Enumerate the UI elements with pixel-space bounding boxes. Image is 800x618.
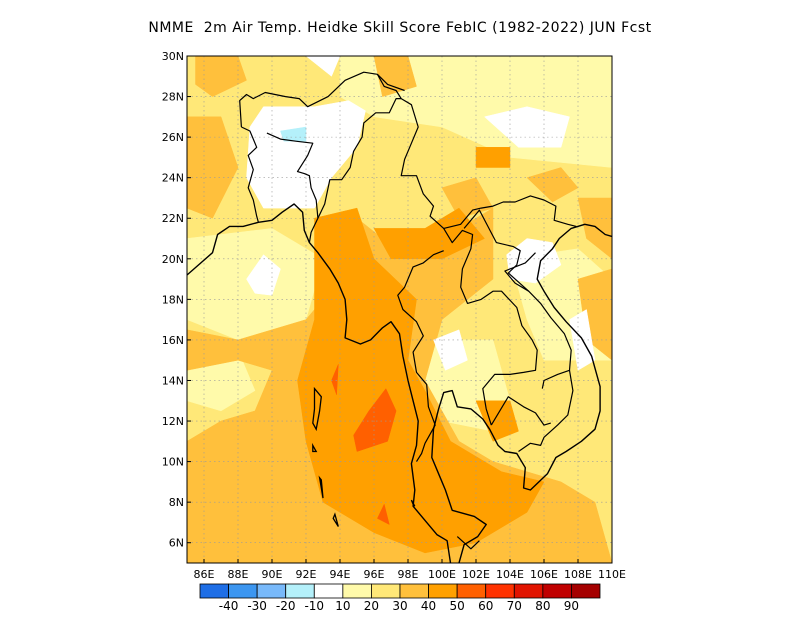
lon-label-2: 90E <box>262 568 283 581</box>
island-3 <box>332 512 339 527</box>
lon-label-5: 96E <box>364 568 385 581</box>
border-0 <box>239 71 577 229</box>
lat-label-1: 28N <box>162 91 184 104</box>
lon-label-6: 98E <box>398 568 419 581</box>
lon-label-4: 94E <box>330 568 351 581</box>
field-region-7 <box>195 56 247 97</box>
lat-label-10: 10N <box>162 456 184 469</box>
field-region-20 <box>377 503 390 525</box>
lat-label-0: 30N <box>162 50 184 63</box>
lon-label-10: 106E <box>530 568 558 581</box>
field-region-19 <box>331 364 339 395</box>
border-11 <box>490 396 551 426</box>
border-3 <box>317 97 402 219</box>
map-frame <box>186 55 613 564</box>
colorbar-swatch-6 <box>371 583 401 599</box>
lat-label-2: 26N <box>162 131 184 144</box>
field-region-18 <box>353 388 397 452</box>
border-5 <box>443 228 538 426</box>
colorbar-swatch-10 <box>485 583 515 599</box>
colorbar-swatch-2 <box>256 583 287 599</box>
colorbar-label-2: -20 <box>276 599 296 613</box>
longitude-labels: 86E 88E 90E 92E 94E 96E 98E 100E 102E 104E 106E 108… <box>194 559 626 581</box>
colorbar-label-6: 30 <box>392 599 407 613</box>
colorbar-swatch-3 <box>285 583 315 599</box>
coastline-1 <box>431 223 612 563</box>
lat-label-3: 24N <box>162 172 184 185</box>
lon-label-3: 92E <box>296 568 317 581</box>
colorbar-label-5: 20 <box>364 599 379 613</box>
lon-label-0: 86E <box>194 568 215 581</box>
colorbar-labels: -40 -30 -20 -10 10 20 30 40 50 60 70 80 90 <box>219 599 579 613</box>
colorbar-swatch-8 <box>428 583 458 599</box>
colorbar-label-12: 90 <box>564 599 579 613</box>
border-8 <box>518 370 574 452</box>
border-6 <box>397 250 444 462</box>
island-2 <box>318 475 324 499</box>
field-region-23 <box>506 238 562 284</box>
colorbar-label-9: 60 <box>478 599 493 613</box>
colorbar-swatch-1 <box>228 583 258 599</box>
lat-label-4: 22N <box>162 212 184 225</box>
lat-label-9: 12N <box>162 415 184 428</box>
colorbar-label-8: 50 <box>450 599 465 613</box>
field-region-14 <box>297 207 545 554</box>
island-0 <box>312 386 322 432</box>
colorbar-label-11: 80 <box>535 599 550 613</box>
colorbar-label-0: -40 <box>219 599 239 613</box>
colorbar-swatch-4 <box>313 583 344 599</box>
coastlines-and-borders <box>187 71 612 563</box>
colorbar-swatch-0 <box>199 583 229 599</box>
field-region-28 <box>280 126 307 142</box>
colorbar-label-1: -30 <box>247 599 267 613</box>
colorbar-label-7: 40 <box>421 599 436 613</box>
lon-label-1: 88E <box>228 568 249 581</box>
map-title: NMME 2m Air Temp. Heidke Skill Score Feb… <box>148 20 652 36</box>
colorbar-swatch-9 <box>456 583 487 599</box>
lon-label-9: 104E <box>496 568 524 581</box>
border-4 <box>376 73 405 92</box>
lat-label-12: 6N <box>169 537 184 550</box>
border-1 <box>241 126 259 223</box>
field-region-17 <box>475 147 511 168</box>
field-region-25 <box>305 56 341 77</box>
lon-label-8: 102E <box>462 568 490 581</box>
island-4 <box>410 499 416 507</box>
colorbar-swatch-13 <box>571 583 601 599</box>
latitude-labels: 30N 28N 26N 24N 22N 20N 18N 16N 14N 12N 10N 8N 6N <box>162 50 191 550</box>
lon-label-12: 110E <box>598 568 626 581</box>
lat-label-11: 8N <box>169 496 184 509</box>
skill-score-field <box>187 56 612 563</box>
lat-label-7: 16N <box>162 334 184 347</box>
field-region-12 <box>187 116 239 219</box>
colorbar-swatch-12 <box>542 583 572 599</box>
colorbar-label-3: -10 <box>304 599 324 613</box>
border-10 <box>456 536 480 550</box>
lon-label-7: 100E <box>428 568 456 581</box>
coastline-0 <box>187 203 452 563</box>
colorbar-swatch-5 <box>342 583 372 599</box>
colorbar-swatch-7 <box>399 583 429 599</box>
lat-label-6: 18N <box>162 293 184 306</box>
border-9 <box>504 252 536 292</box>
colorbar <box>199 583 601 599</box>
island-1 <box>312 442 318 453</box>
lon-label-11: 108E <box>564 568 592 581</box>
colorbar-label-4: 10 <box>335 599 350 613</box>
lat-label-5: 20N <box>162 253 184 266</box>
colorbar-swatch-11 <box>513 583 544 599</box>
lat-label-8: 14N <box>162 374 184 387</box>
colorbar-label-10: 70 <box>507 599 522 613</box>
field-region-22 <box>246 254 281 296</box>
